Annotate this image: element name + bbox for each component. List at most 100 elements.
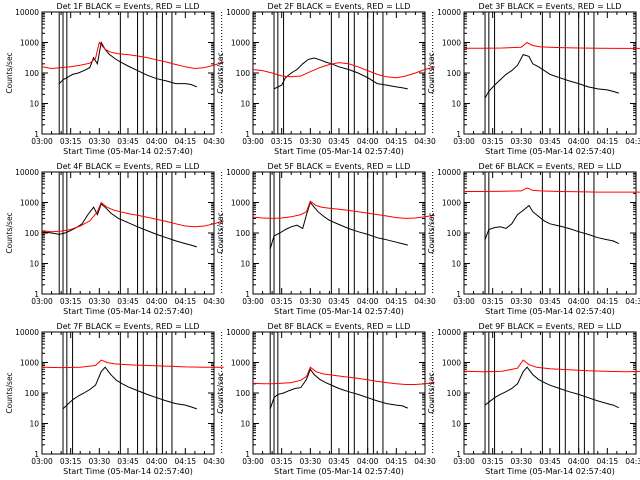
x-axis-label: Start Time (05-Mar-14 02:57:40): [274, 307, 404, 316]
series-line-lld: [41, 201, 224, 233]
y-tick-label: 100: [25, 229, 40, 238]
panel-title: Det 6F BLACK = Events, RED = LLD: [479, 162, 622, 171]
y-tick-label: 100: [447, 69, 462, 78]
x-tick-label: 03:45: [539, 297, 561, 306]
panel-title: Det 9F BLACK = Events, RED = LLD: [479, 322, 622, 331]
y-tick-label: 1000: [20, 39, 39, 48]
panel-det-9: 1 10 100 1000 10000 03:00 03:15 03:30 03:45 04:00…: [427, 322, 640, 476]
series-line-lld: [41, 41, 224, 70]
y-tick-label: 10000: [437, 168, 461, 177]
y-tick-label: 100: [236, 389, 251, 398]
x-tick-label: 03:30: [89, 457, 111, 466]
panel-title: Det 4F BLACK = Events, RED = LLD: [57, 162, 200, 171]
y-tick-label: 1000: [442, 39, 461, 48]
x-tick-label: 03:15: [271, 137, 293, 146]
y-axis-label: Counts/sec: [427, 212, 436, 253]
y-tick-label: 10: [240, 260, 250, 269]
series-line-lld: [252, 200, 435, 219]
x-tick-label: 04:15: [597, 137, 619, 146]
x-tick-label: 04:15: [175, 457, 197, 466]
x-tick-label: 03:30: [511, 137, 533, 146]
x-tick-label: 03:45: [328, 457, 350, 466]
y-tick-label: 1000: [20, 199, 39, 208]
x-tick-label: 03:45: [328, 137, 350, 146]
x-tick-label: 03:00: [453, 297, 475, 306]
panel-det-6: 1 10 100 1000 10000 03:00 03:15 03:30 03:45 04:00…: [427, 162, 640, 316]
x-axis-label: Start Time (05-Mar-14 02:57:40): [485, 467, 615, 476]
x-tick-label: 04:30: [414, 457, 436, 466]
x-tick-label: 03:30: [511, 457, 533, 466]
panel-det-8: 1 10 100 1000 10000 03:00 03:15 03:30 03:45 04:00…: [216, 322, 436, 476]
x-tick-label: 03:45: [328, 297, 350, 306]
x-tick-label: 04:15: [386, 137, 408, 146]
x-tick-label: 04:00: [146, 137, 168, 146]
y-axis-label: Counts/sec: [5, 52, 14, 93]
y-tick-label: 1: [245, 290, 250, 299]
series-line-events: [484, 204, 620, 245]
x-tick-label: 03:00: [242, 457, 264, 466]
x-tick-label: 03:45: [117, 297, 139, 306]
x-tick-label: 04:00: [357, 137, 379, 146]
x-tick-label: 03:15: [60, 297, 82, 306]
panel-det-5: 1 10 100 1000 10000 03:00 03:15 03:30 03:45 04:00…: [216, 162, 436, 316]
y-tick-label: 1: [34, 450, 39, 459]
plot-frame: [463, 331, 637, 455]
x-axis-label: Start Time (05-Mar-14 02:57:40): [63, 467, 193, 476]
panel-det-7: 1 10 100 1000 10000 03:00 03:15 03:30 03:45 04:00…: [5, 322, 225, 476]
x-tick-label: 04:30: [203, 297, 225, 306]
panel-title: Det 3F BLACK = Events, RED = LLD: [479, 2, 622, 11]
series-line-events: [269, 201, 408, 250]
x-tick-label: 04:00: [146, 457, 168, 466]
y-tick-label: 1: [456, 450, 461, 459]
x-tick-label: 04:00: [357, 457, 379, 466]
y-tick-label: 1: [34, 130, 39, 139]
x-tick-label: 03:30: [300, 457, 322, 466]
x-tick-label: 03:45: [539, 137, 561, 146]
series-line-events: [62, 366, 197, 410]
series-line-lld: [464, 41, 640, 49]
y-tick-label: 10: [451, 100, 461, 109]
x-tick-label: 03:30: [511, 297, 533, 306]
x-tick-label: 03:30: [89, 137, 111, 146]
series-line-lld: [252, 62, 435, 79]
y-tick-label: 1: [34, 290, 39, 299]
y-tick-label: 100: [447, 229, 462, 238]
y-tick-label: 100: [25, 69, 40, 78]
y-axis-label: Counts/sec: [427, 52, 436, 93]
x-tick-label: 04:15: [175, 137, 197, 146]
x-tick-label: 03:00: [31, 457, 53, 466]
x-axis-label: Start Time (05-Mar-14 02:57:40): [485, 147, 615, 156]
y-tick-label: 1: [456, 290, 461, 299]
x-tick-label: 03:15: [482, 137, 504, 146]
panel-title: Det 8F BLACK = Events, RED = LLD: [268, 322, 411, 331]
x-tick-label: 03:30: [300, 297, 322, 306]
y-tick-label: 1000: [442, 359, 461, 368]
series-line-events: [484, 366, 620, 409]
series-line-events: [484, 54, 619, 99]
y-tick-label: 1000: [231, 199, 250, 208]
plot-frame: [463, 11, 637, 135]
y-tick-label: 10: [29, 420, 39, 429]
x-tick-label: 03:15: [482, 457, 504, 466]
x-tick-label: 03:45: [117, 457, 139, 466]
y-tick-label: 10: [451, 260, 461, 269]
x-tick-label: 03:45: [539, 457, 561, 466]
x-tick-label: 03:00: [453, 457, 475, 466]
y-tick-label: 1000: [442, 199, 461, 208]
y-tick-label: 10000: [15, 168, 39, 177]
x-axis-label: Start Time (05-Mar-14 02:57:40): [274, 147, 404, 156]
x-tick-label: 04:30: [625, 137, 640, 146]
y-tick-label: 10: [240, 100, 250, 109]
y-tick-label: 1: [456, 130, 461, 139]
y-tick-label: 10000: [226, 8, 250, 17]
series-line-lld: [463, 359, 640, 373]
x-tick-label: 04:30: [414, 137, 436, 146]
x-tick-label: 03:00: [31, 137, 53, 146]
x-tick-label: 03:15: [482, 297, 504, 306]
x-tick-label: 04:15: [597, 297, 619, 306]
y-tick-label: 100: [236, 69, 251, 78]
x-axis-label: Start Time (05-Mar-14 02:57:40): [63, 147, 193, 156]
x-tick-label: 04:00: [357, 297, 379, 306]
x-tick-label: 03:00: [242, 297, 264, 306]
